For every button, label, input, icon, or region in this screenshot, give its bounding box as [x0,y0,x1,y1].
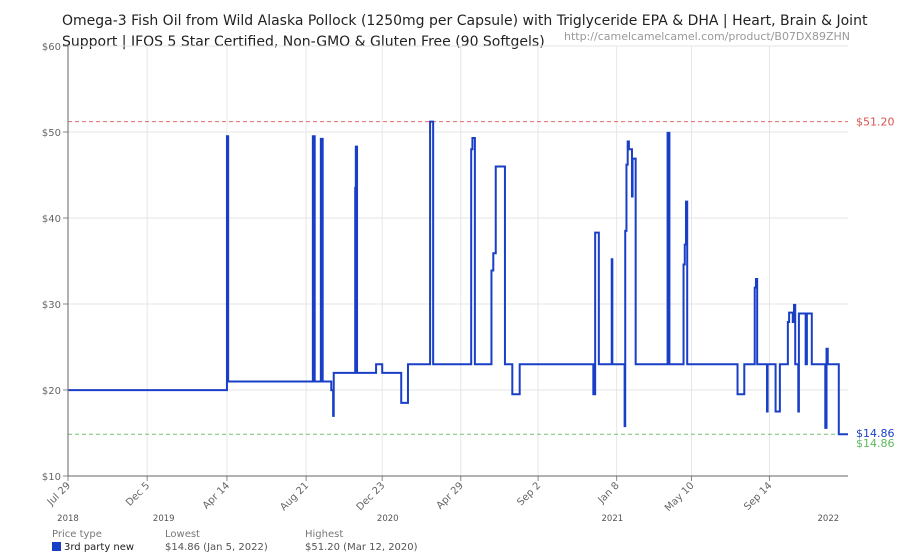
reference-labels: $51.20 $14.86$14.86 [856,116,895,451]
legend-lowest-header: Lowest [165,529,200,540]
legend-series-entry[interactable]: 3rd party new [52,541,134,554]
series-layer [68,120,848,436]
y-tick-label: $60 [42,42,61,53]
legend-lowest-column: Lowest $14.86 (Jan 5, 2022) [165,528,268,554]
year-label: 2022 [818,514,840,524]
year-label: 2019 [153,514,175,524]
legend-lowest-value: $14.86 (Jan 5, 2022) [165,542,268,553]
legend-series-name: 3rd party new [64,542,135,553]
reference-lines [68,121,848,435]
axes [63,45,848,481]
x-tick-label: Sep 14 [742,480,774,512]
year-label: 2021 [602,514,624,524]
x-tick-label: Jan 8 [596,480,622,506]
y-tick-label: $40 [42,214,61,225]
x-tick-label: Apr 29 [435,480,466,511]
legend-type-header: Price type [52,529,102,540]
legend-highest-value: $51.20 (Mar 12, 2020) [305,542,418,553]
x-tick-label: Apr 14 [201,480,232,511]
legend-highest-column: Highest $51.20 (Mar 12, 2020) [305,528,418,554]
x-tick-label: May 10 [663,480,697,514]
y-tick-label: $20 [42,386,61,397]
year-label: 2018 [57,514,79,524]
x-tick-label: Aug 21 [278,480,311,513]
legend-highest-header: Highest [305,529,344,540]
lowest-price-label: $14.86 [856,437,895,450]
grid-lines [67,45,848,477]
highest-price-label: $51.20 [856,116,895,129]
legend: Price type 3rd party new Lowest $14.86 (… [52,528,892,555]
series-line-3rd-party-new [68,120,848,436]
price-history-chart: $10 $20 $30 $40 $50 $60 Jul 29 Dec 5 Apr 14 Aug … [42,42,895,524]
y-tick-label: $50 [42,128,61,139]
x-tick-label: Sep 2 [515,480,543,508]
current-price-label: $14.86 [856,427,895,440]
y-axis-tick-labels: $10 $20 $30 $40 $50 $60 [42,42,61,483]
x-tick-label: Dec 5 [124,480,152,508]
legend-type-column: Price type 3rd party new [52,528,134,554]
year-label: 2020 [377,514,399,524]
source-url[interactable]: http://camelcamelcamel.com/product/B07DX… [564,30,850,43]
year-labels: 2018 2019 2020 2021 2022 [57,514,839,524]
x-tick-label: Jul 29 [45,480,73,508]
x-axis-tick-labels: Jul 29 Dec 5 Apr 14 Aug 21 Dec 23 Apr 29 Sep 2… [45,480,775,514]
series-color-swatch [52,542,61,551]
y-tick-label: $10 [42,472,61,483]
x-tick-label: Dec 23 [355,480,388,513]
y-tick-label: $30 [42,300,61,311]
